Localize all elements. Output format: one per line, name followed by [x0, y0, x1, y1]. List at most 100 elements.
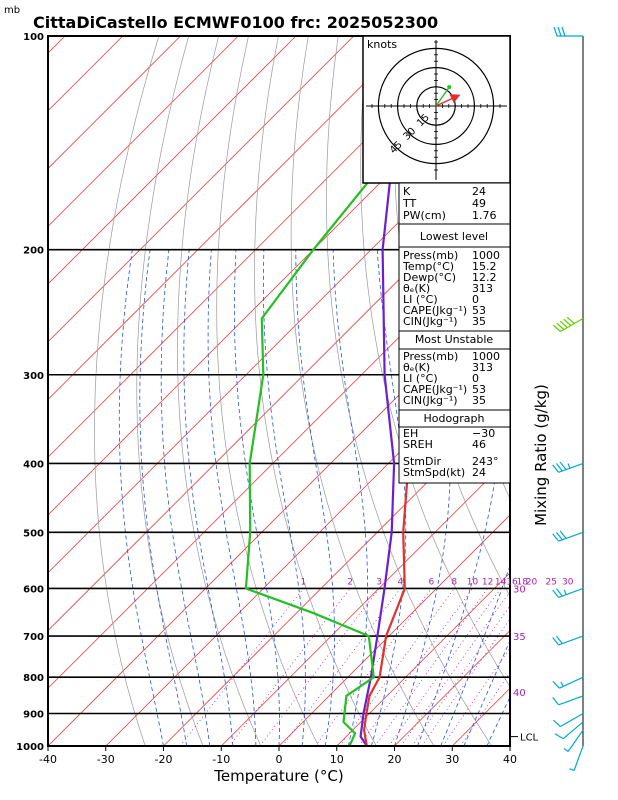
k-index-label: K — [403, 185, 411, 198]
mixing-ratio-line — [421, 618, 510, 746]
wind-barb — [552, 695, 584, 706]
x-tick-label: 40 — [503, 753, 517, 766]
isotherm-line — [48, 36, 412, 401]
pressure-tick-label: 1000 — [16, 742, 44, 753]
isotherm-line — [163, 398, 510, 746]
mixing-ratio-label: 8 — [451, 577, 457, 587]
theta-e-labels: 30 35 40 — [513, 584, 526, 698]
wind-barb-feather — [552, 589, 560, 598]
ll-cape-value: 53 — [472, 304, 486, 317]
wind-barb-feather — [559, 461, 567, 470]
isotherm-line — [336, 572, 510, 746]
ll-press-value: 1000 — [472, 249, 500, 262]
dry-adiabat-line — [94, 36, 160, 746]
moist-adiabat-line — [332, 249, 368, 746]
x-axis-ticks: -40 -30 -20 -10 0 10 20 30 40 — [39, 746, 517, 766]
mixing-ratio-line — [388, 588, 501, 746]
wind-barb-feather — [561, 26, 566, 37]
theta-e-label: 30 — [513, 584, 526, 595]
mixing-ratio-label: 2 — [347, 577, 353, 587]
mu-li-value: 0 — [472, 372, 479, 385]
mixing-ratio-line — [460, 671, 510, 746]
wind-barb-feather — [557, 26, 562, 37]
isotherm-line — [48, 36, 181, 170]
moist-adiabat-line — [234, 249, 280, 746]
wind-barb-feather — [555, 588, 563, 597]
ll-li-value: 0 — [472, 293, 479, 306]
wind-barb-feather — [556, 322, 565, 330]
mixing-ratio-line — [282, 588, 401, 746]
wind-barb-staff — [573, 745, 584, 771]
mixing-ratio-line — [400, 590, 510, 746]
mixing-ratio-line — [411, 605, 510, 746]
wind-barb — [552, 530, 584, 542]
mixing-ratio-label: 18 — [517, 577, 529, 587]
mu-cape-value: 53 — [472, 383, 486, 396]
wind-barb-feather — [552, 719, 561, 727]
parcel-profile-line — [359, 91, 409, 746]
pressure-tick-label: 900 — [23, 710, 44, 721]
ll-thetae-label: θₑ(K) — [403, 282, 430, 295]
mixing-ratio-line — [259, 588, 380, 746]
isotherm-line — [48, 36, 297, 285]
ll-cin-label: CIN(Jkg⁻¹) — [403, 315, 458, 328]
chart-title: CittaDiCastello ECMWF0100 frc: 202505230… — [33, 13, 438, 32]
isotherm-line — [48, 36, 355, 343]
mixing-ratio-label: 4 — [397, 577, 403, 587]
wind-barb-staff — [562, 721, 584, 740]
mixing-ratio-line — [179, 588, 304, 746]
ll-temp-value: 15.2 — [472, 260, 497, 273]
hodograph-end-dot — [447, 85, 452, 90]
pressure-tick-label: 600 — [23, 584, 44, 595]
wind-barb-staff — [558, 462, 584, 473]
pressure-tick-label: 200 — [23, 246, 44, 257]
wind-barb-feather — [555, 531, 563, 541]
isotherm-line — [48, 36, 124, 112]
dry-adiabat-line — [177, 36, 262, 746]
mu-press-label: Press(mb) — [403, 350, 458, 363]
wind-barb-feather — [552, 533, 560, 542]
pw-value: 1.76 — [472, 209, 497, 222]
sreh-value: 46 — [472, 438, 486, 451]
ll-press-label: Press(mb) — [403, 249, 458, 262]
hodograph-stats-header: Hodograph — [424, 412, 485, 425]
isotherm-line — [48, 36, 239, 227]
wind-barb-feather — [555, 463, 563, 472]
wind-barb-staff — [560, 318, 584, 333]
mixing-ratio-label: 16 — [506, 577, 518, 587]
mixing-ratio-label: 12 — [482, 577, 493, 587]
wind-barb-half-feather — [560, 681, 564, 687]
pressure-tick-label: 100 — [23, 32, 44, 43]
x-tick-label: -10 — [212, 753, 230, 766]
hodograph-ring — [416, 86, 456, 126]
wind-barb — [552, 635, 584, 646]
eh-label: EH — [403, 427, 418, 440]
ll-cape-label: CAPE(Jkg⁻¹) — [403, 304, 467, 317]
wind-barb-feather — [552, 324, 561, 332]
x-tick-label: -40 — [39, 753, 57, 766]
pressure-tick-label: 500 — [23, 528, 44, 539]
stmspd-value: 24 — [472, 466, 486, 479]
wind-barb-half-feather — [563, 589, 567, 595]
dry-adiabat-line — [290, 36, 435, 746]
ll-temp-label: Temp(°C) — [402, 260, 454, 273]
dry-adiabat-line — [360, 36, 510, 688]
lcl-label: LCL — [520, 733, 539, 744]
x-tick-label: 10 — [330, 753, 344, 766]
wind-barb — [552, 316, 584, 333]
wind-barb — [563, 729, 584, 752]
wind-barb — [569, 745, 584, 771]
x-axis-title: Temperature (°C) — [213, 767, 343, 785]
moist-adiabat-line — [183, 249, 234, 746]
moist-adiabat-line — [118, 249, 164, 746]
mixing-ratio-label: 1 — [301, 577, 307, 587]
pressure-tick-label: 700 — [23, 632, 44, 643]
mu-thetae-value: 313 — [472, 361, 493, 374]
wind-barb — [552, 461, 584, 473]
wind-barb-feather — [559, 320, 568, 328]
mixing-ratio-label: 6 — [429, 577, 435, 587]
isotherm-line — [568, 36, 618, 746]
mixing-ratio-line — [339, 588, 455, 746]
